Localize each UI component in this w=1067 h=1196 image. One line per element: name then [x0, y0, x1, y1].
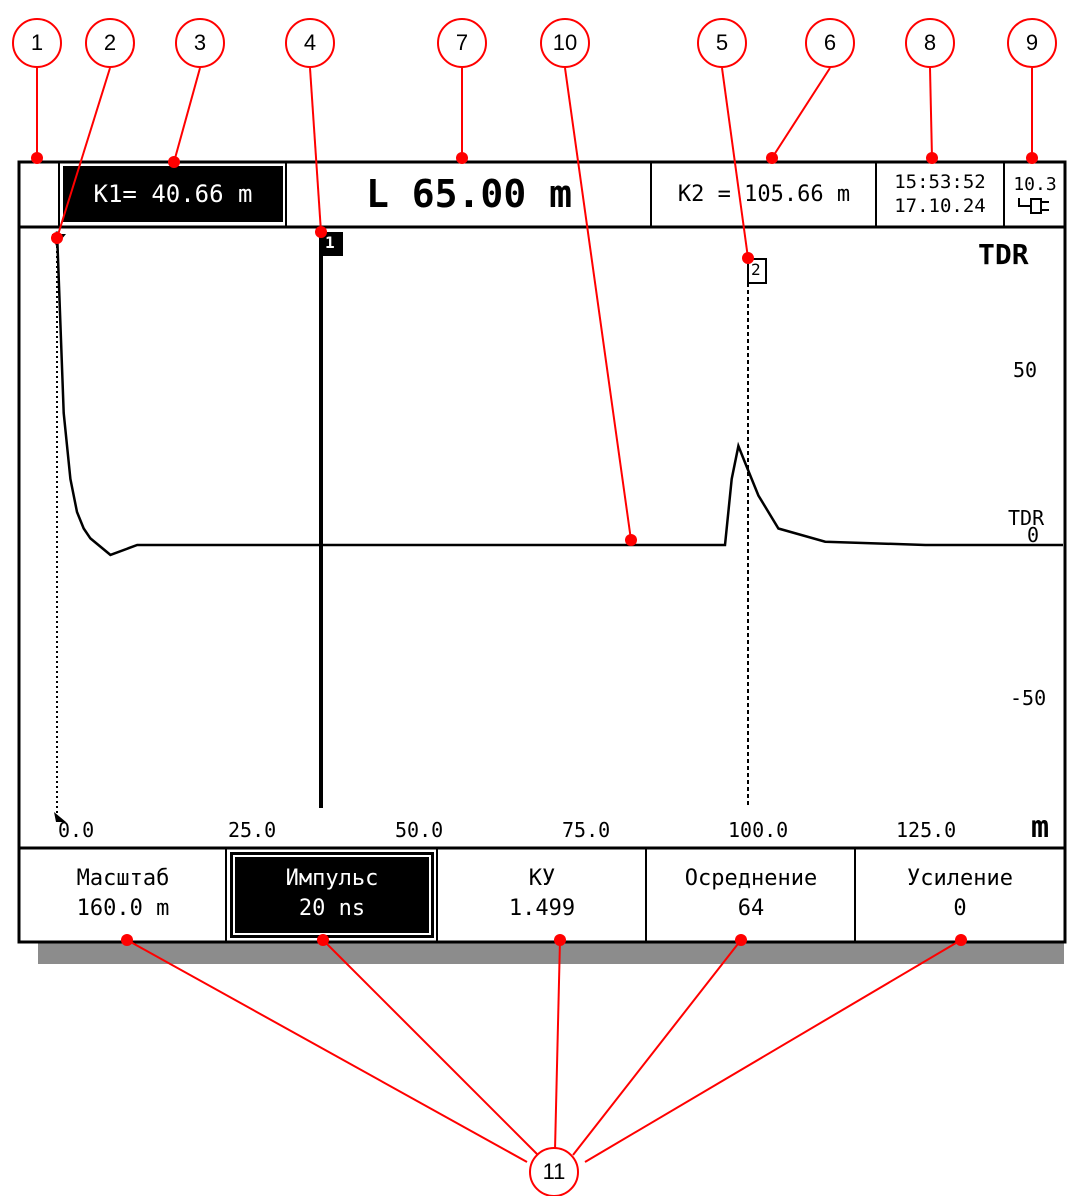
softkey-pulse-highlight [230, 852, 434, 938]
battery-indicator: 10.3 [1006, 162, 1064, 226]
screen-frame [17, 160, 1067, 944]
length-readout: L 65.00 m [288, 162, 650, 226]
x-tick-50: 50.0 [395, 818, 444, 842]
k1-box [63, 166, 283, 222]
x-tick-25: 25.0 [228, 818, 277, 842]
plug-icon [1018, 198, 1049, 214]
datetime-readout: 15:53:52 17.10.24 [878, 162, 1002, 226]
softkey-gain-value: 0 [953, 896, 967, 921]
k1-value: K1= 40.66 m [93, 180, 253, 208]
mode-label: TDR [978, 238, 1029, 271]
callout-5: 5 [715, 30, 729, 55]
callout-4: 4 [303, 30, 317, 55]
x-tick-100: 100.0 [728, 818, 789, 842]
callout-1: 1 [30, 30, 44, 55]
length-value: L 65.00 m [366, 172, 572, 216]
callout-2: 2 [103, 30, 117, 55]
callout-7: 7 [455, 30, 469, 55]
softkey-scale-title: Масштаб [76, 866, 170, 891]
annotation-lines [36, 67, 1033, 1163]
cursor-2-flag[interactable] [747, 258, 767, 284]
annotation-circles [12, 18, 1057, 1196]
softkey-pulse[interactable]: Импульс 20 ns [230, 848, 434, 940]
date-value: 17.10.24 [894, 195, 986, 217]
y-tick-50: 50 [1013, 358, 1038, 382]
callout-6: 6 [823, 30, 837, 55]
k2-value: K2 = 105.66 m [677, 181, 851, 207]
x-tick-0: 0.0 [58, 818, 95, 842]
trace-label: TDR [1008, 506, 1045, 530]
softkey-gain-title: Усиление [907, 866, 1013, 891]
k2-readout: K2 = 105.66 m [653, 162, 875, 226]
softkey-vf-value: 1.499 [508, 896, 576, 921]
tdr-trace [55, 231, 1063, 557]
screen-shadow [38, 942, 1064, 964]
battery-value: 10.3 [1013, 174, 1057, 195]
softkey-scale[interactable]: Масштаб 160.0 m [21, 848, 225, 940]
softkey-gain[interactable]: Усиление 0 [857, 848, 1063, 940]
callout-11: 11 [542, 1159, 566, 1184]
softkey-vf-title: КУ [528, 866, 556, 891]
softkey-pulse-inner-border [233, 855, 431, 935]
softkey-pulse-title: Импульс [285, 866, 379, 891]
callout-3: 3 [193, 30, 207, 55]
softkey-pulse-value: 20 ns [298, 896, 366, 921]
x-tick-75: 75.0 [562, 818, 611, 842]
cursor-1-flag[interactable] [321, 232, 343, 256]
callout-10: 10 [552, 30, 578, 55]
y-tick-0: 0 [1027, 523, 1040, 547]
annotation-dots [31, 152, 1038, 946]
k1-readout: K1= 40.66 m [63, 162, 283, 226]
time-value: 15:53:52 [894, 171, 986, 193]
y-tick-minus-50: -50 [1010, 686, 1047, 710]
softkey-averaging-value: 64 [737, 896, 765, 921]
callout-8: 8 [923, 30, 937, 55]
softkey-averaging-title: Осреднение [684, 866, 818, 891]
callout-9: 9 [1025, 30, 1039, 55]
marker-1-label: 1 [325, 233, 335, 252]
softkey-vf[interactable]: КУ 1.499 [439, 848, 645, 940]
start-cursor-bottom-marker [54, 812, 66, 822]
softkey-scale-value: 160.0 m [76, 896, 170, 921]
x-unit-label: m [1031, 810, 1050, 845]
x-tick-125: 125.0 [896, 818, 957, 842]
marker-2-label: 2 [751, 260, 761, 279]
softkey-averaging[interactable]: Осреднение 64 [648, 848, 854, 940]
